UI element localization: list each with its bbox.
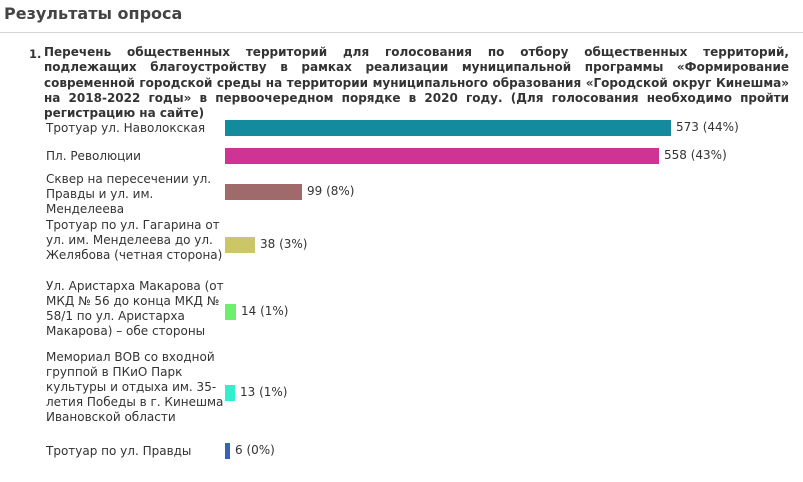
option-label: Пл. Революции <box>46 149 141 163</box>
result-bar <box>225 304 236 320</box>
option-label: Тротуар ул. Наволокская <box>46 121 206 135</box>
result-value: 14 (1%) <box>241 304 289 318</box>
result-value: 558 (43%) <box>664 148 727 162</box>
question-number: 1. <box>29 47 42 61</box>
option-label: Сквер на пересечении ул. Правды и ул. им… <box>46 172 212 216</box>
result-bar <box>225 120 671 136</box>
result-value: 13 (1%) <box>240 385 288 399</box>
result-value: 38 (3%) <box>260 237 308 251</box>
result-bar <box>225 385 235 401</box>
option-label: Мемориал ВОВ со входной группой в ПКиО П… <box>46 350 224 424</box>
result-value: 99 (8%) <box>307 184 355 198</box>
question-text: Перечень общественных территорий для гол… <box>44 45 789 121</box>
result-value: 573 (44%) <box>676 120 739 134</box>
result-bar <box>225 237 255 253</box>
title-divider <box>0 32 803 33</box>
option-label: Тротуар по ул. Гагарина от ул. им. Менде… <box>46 218 223 262</box>
result-value: 6 (0%) <box>235 443 275 457</box>
result-bar <box>225 148 659 164</box>
page-title: Результаты опроса <box>4 4 183 23</box>
result-bar <box>225 443 230 459</box>
option-label: Ул. Аристарха Макарова (от МКД № 56 до к… <box>46 279 224 338</box>
option-label: Тротуар по ул. Правды <box>46 444 192 458</box>
result-bar <box>225 184 302 200</box>
